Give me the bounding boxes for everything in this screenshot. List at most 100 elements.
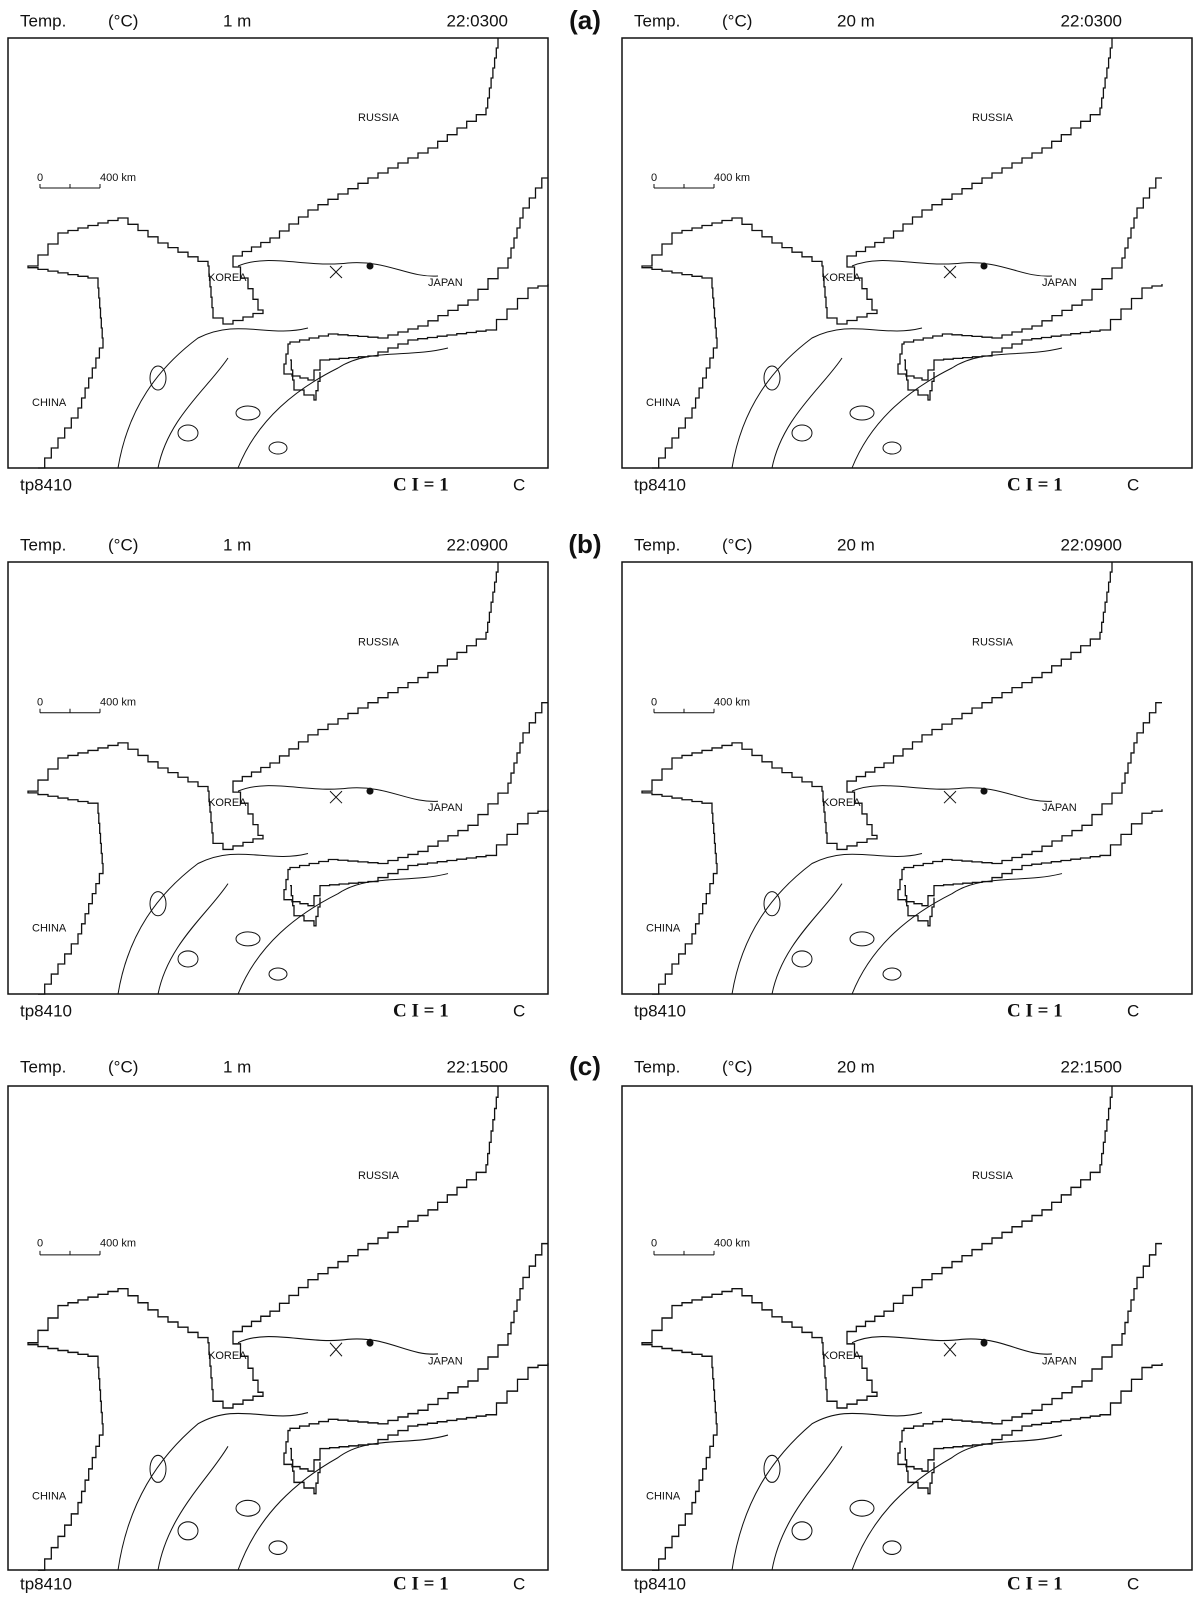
header-unit: (°C): [722, 1057, 752, 1076]
header-variable: Temp.: [20, 1057, 66, 1076]
footer-interval: C I = 1: [1007, 1573, 1063, 1594]
map-frame: [8, 38, 548, 468]
header-variable: Temp.: [634, 11, 680, 30]
isotherm: [772, 358, 842, 468]
coastline: [898, 178, 1162, 380]
header-depth: 1 m: [223, 535, 251, 554]
footer-unit: C: [1127, 475, 1139, 494]
isotherm: [236, 1500, 260, 1516]
isotherm: [772, 884, 842, 995]
coastline: [642, 562, 1112, 994]
coastline: [28, 38, 498, 468]
footer-interval: C I = 1: [1007, 1000, 1063, 1021]
coastline: [898, 1244, 1162, 1471]
isotherm: [764, 1455, 780, 1482]
coastline: [28, 1086, 498, 1570]
panel-label: (a): [569, 5, 601, 35]
isotherm: [236, 406, 260, 420]
isotherm: [792, 951, 812, 967]
isotherm: [764, 892, 780, 916]
coastline: [642, 38, 1112, 468]
scale-bar: [654, 709, 714, 713]
footer-run: tp8410: [634, 475, 686, 494]
map-lines: [28, 38, 548, 468]
header-variable: Temp.: [634, 1057, 680, 1076]
place-label: RUSSIA: [972, 636, 1014, 648]
isotherm: [732, 1413, 922, 1571]
isotherm: [178, 425, 198, 441]
header-time: 22:1500: [447, 1057, 508, 1076]
scale-label: 400 km: [714, 1237, 750, 1249]
isotherm: [850, 406, 874, 420]
header-unit: (°C): [722, 535, 752, 554]
place-label: JAPAN: [428, 1356, 463, 1368]
header-variable: Temp.: [20, 11, 66, 30]
scale-label: 400 km: [100, 697, 136, 709]
header-unit: (°C): [108, 11, 138, 30]
place-label: JAPAN: [428, 802, 463, 814]
footer-interval: C I = 1: [393, 1000, 449, 1021]
isotherm: [269, 1541, 287, 1555]
header-depth: 1 m: [223, 11, 251, 30]
isotherm: [883, 442, 901, 454]
marker-x: [330, 266, 342, 278]
isotherm: [158, 358, 228, 468]
place-label: RUSSIA: [972, 1170, 1014, 1182]
isotherm: [118, 1413, 308, 1571]
isotherm: [269, 968, 287, 980]
isotherm: [118, 328, 308, 468]
panel-label: (c): [569, 1051, 601, 1081]
place-label: JAPAN: [428, 277, 463, 289]
map-frame: [8, 562, 548, 994]
footer-run: tp8410: [634, 1574, 686, 1593]
place-label: KOREA: [822, 797, 861, 809]
scale-label: 0: [651, 1237, 657, 1249]
place-label: CHINA: [32, 397, 67, 409]
header-variable: Temp.: [634, 535, 680, 554]
marker-x: [944, 1343, 956, 1357]
marker-dot: [981, 1339, 988, 1347]
place-label: CHINA: [646, 923, 681, 935]
coastline: [28, 562, 498, 994]
isotherm: [792, 425, 812, 441]
marker-dot: [981, 263, 988, 270]
footer-unit: C: [513, 1574, 525, 1593]
header-depth: 20 m: [837, 1057, 875, 1076]
scale-label: 400 km: [714, 697, 750, 709]
map-panel: RUSSIAKOREAJAPANCHINA0400 kmTemp.(°C)20 …: [622, 1057, 1192, 1594]
footer-interval: C I = 1: [1007, 474, 1063, 495]
scale-label: 0: [37, 1237, 43, 1249]
header-time: 22:1500: [1061, 1057, 1122, 1076]
place-label: CHINA: [32, 923, 67, 935]
place-label: CHINA: [32, 1491, 67, 1503]
header-variable: Temp.: [20, 535, 66, 554]
footer-unit: C: [1127, 1001, 1139, 1020]
isotherm: [732, 328, 922, 468]
marker-x: [944, 791, 956, 803]
place-label: JAPAN: [1042, 1356, 1077, 1368]
panel-label: (b): [568, 529, 601, 559]
marker-dot: [367, 263, 374, 270]
isotherm: [850, 932, 874, 946]
map-panel: RUSSIAKOREAJAPANCHINA0400 kmTemp.(°C)20 …: [622, 535, 1192, 1021]
isotherm: [732, 853, 922, 994]
place-label: KOREA: [208, 1350, 247, 1362]
footer-run: tp8410: [20, 1001, 72, 1020]
isotherm: [150, 1455, 166, 1482]
scale-bar: [40, 184, 100, 188]
header-time: 22:0900: [447, 535, 508, 554]
isotherm: [158, 884, 228, 995]
header-unit: (°C): [108, 535, 138, 554]
place-label: JAPAN: [1042, 277, 1077, 289]
place-label: RUSSIA: [358, 1170, 400, 1182]
isotherm: [150, 366, 166, 390]
header-unit: (°C): [108, 1057, 138, 1076]
coastline: [284, 1244, 548, 1471]
place-label: CHINA: [646, 1491, 681, 1503]
map-lines: [642, 562, 1162, 994]
map-frame: [622, 1086, 1192, 1570]
figure: (a) RUSSIA KOREA JAPAN CHINA 0 400 km Temp. (°C)…: [0, 0, 1195, 1623]
place-label: KOREA: [208, 272, 247, 284]
